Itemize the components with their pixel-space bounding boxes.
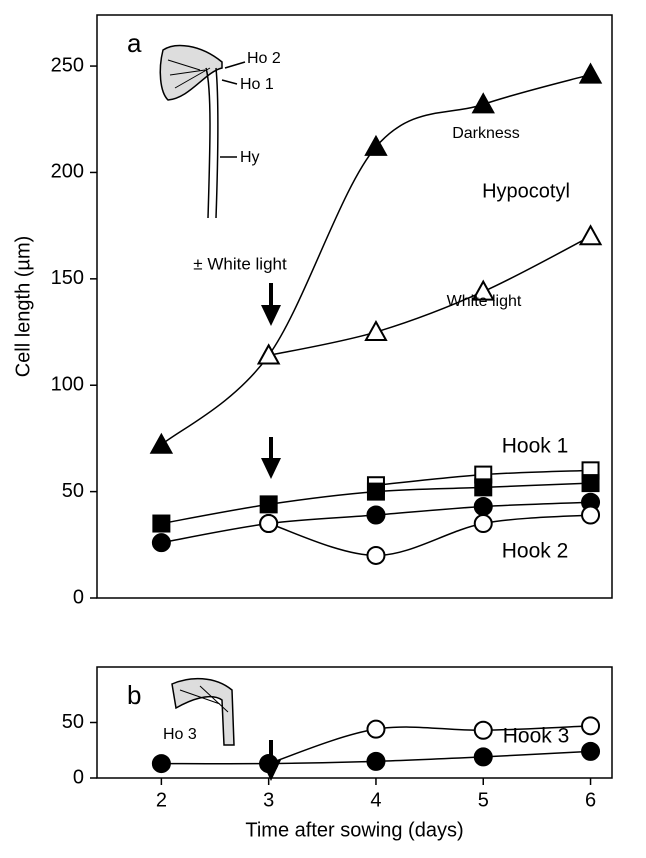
triangle-marker <box>578 62 603 84</box>
y-tick-label: 0 <box>73 766 84 788</box>
annotation: Hypocotyl <box>482 180 570 202</box>
circle-marker <box>151 533 171 553</box>
circle-marker <box>366 751 386 771</box>
annotation: Hook 2 <box>502 540 569 563</box>
triangle-marker <box>364 319 388 342</box>
triangle-marker <box>578 224 603 246</box>
x-tick-label: 5 <box>478 789 489 811</box>
x-tick-label: 4 <box>370 789 381 811</box>
square-marker <box>474 478 493 497</box>
triangle-marker <box>364 134 388 156</box>
x-tick-label: 6 <box>585 789 596 811</box>
annotation: Ho 1 <box>240 76 274 93</box>
triangle-marker <box>149 432 174 454</box>
triangle-marker <box>471 279 495 301</box>
hook-drawing <box>171 677 235 746</box>
panel-label: b <box>127 680 141 710</box>
circle-marker <box>259 514 279 534</box>
square-marker <box>259 495 278 514</box>
y-tick-label: 50 <box>62 711 84 733</box>
annotation: White light <box>447 293 522 310</box>
series-line <box>268 514 591 557</box>
square-marker <box>366 482 385 501</box>
y-tick-label: 250 <box>51 54 84 76</box>
y-tick-label: 0 <box>73 586 84 608</box>
annotation: Hy <box>240 149 260 166</box>
circle-marker <box>581 505 601 525</box>
triangle-marker <box>471 92 495 114</box>
circle-marker <box>151 754 171 774</box>
circle-marker <box>473 497 493 517</box>
x-tick-label: 3 <box>263 789 274 811</box>
x-axis-label: Time after sowing (days) <box>245 819 463 841</box>
seedling-drawing <box>159 44 246 219</box>
circle-marker <box>366 719 386 739</box>
y-tick-label: 100 <box>51 374 84 396</box>
series-line <box>268 235 591 357</box>
circle-marker <box>366 505 386 525</box>
x-tick-label: 2 <box>156 789 167 811</box>
square-marker <box>581 474 600 493</box>
plot-frame <box>96 14 613 599</box>
annotation: ± White light <box>193 254 287 273</box>
circle-marker <box>473 720 493 740</box>
y-tick-label: 200 <box>51 161 84 183</box>
annotation: Hook 1 <box>502 435 569 458</box>
annotation: Ho 3 <box>163 726 197 743</box>
circle-marker <box>473 514 493 534</box>
circle-marker <box>581 716 601 736</box>
y-tick-label: 50 <box>62 480 84 502</box>
annotation: Hook 3 <box>503 725 570 748</box>
series-line <box>268 725 591 765</box>
circle-marker <box>366 545 386 565</box>
annotation: Darkness <box>452 125 520 142</box>
panel-label: a <box>127 28 142 58</box>
circle-marker <box>473 747 493 767</box>
square-marker <box>152 514 171 533</box>
annotation: Ho 2 <box>247 50 281 67</box>
y-axis-label: Cell length (µm) <box>12 236 34 378</box>
y-tick-label: 150 <box>51 267 84 289</box>
triangle-marker <box>256 343 281 365</box>
circle-marker <box>259 754 279 774</box>
series-line <box>160 73 591 446</box>
circle-marker <box>581 741 601 761</box>
